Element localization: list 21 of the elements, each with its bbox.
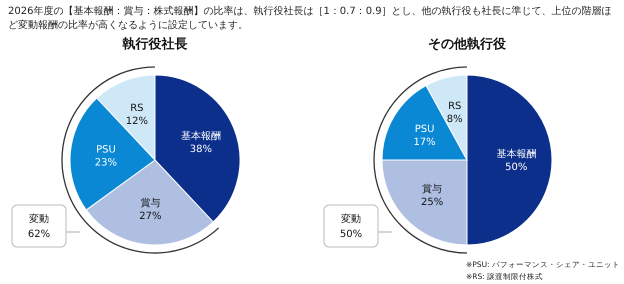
- slice-label: RS: [130, 103, 144, 114]
- chart-title: その他執行役: [428, 37, 507, 52]
- text: 変動 50%: [340, 213, 362, 240]
- data-label: 17%: [413, 136, 436, 148]
- slice-label: 賞与: [422, 182, 442, 195]
- slice-label: RS: [448, 101, 462, 112]
- text: 変動 62%: [28, 213, 50, 240]
- slice-label: PSU: [414, 124, 434, 135]
- data-label: 25%: [421, 196, 444, 208]
- slice-label: 基本報酬: [496, 148, 536, 160]
- chart-title: 執行役社長: [122, 36, 188, 52]
- data-label: 27%: [139, 211, 162, 222]
- slice-label: 基本報酬: [180, 130, 221, 142]
- data-label: 38%: [190, 144, 212, 155]
- text: 2026年度の【基本報酬：賞与：株式報酬】の比率は、執行役社長は［1：0.7：0.9］とし、他の執行役も社長に準じて、上位の階層ほど変動報酬の比率が高くなるように設定しています。: [8, 5, 613, 33]
- data-label: 8%: [446, 114, 463, 126]
- data-label: 12%: [126, 116, 148, 128]
- slice-label: PSU: [96, 144, 116, 156]
- slice-label: 賞与: [140, 197, 160, 210]
- data-label: 23%: [94, 157, 118, 168]
- data-label: 50%: [505, 162, 528, 173]
